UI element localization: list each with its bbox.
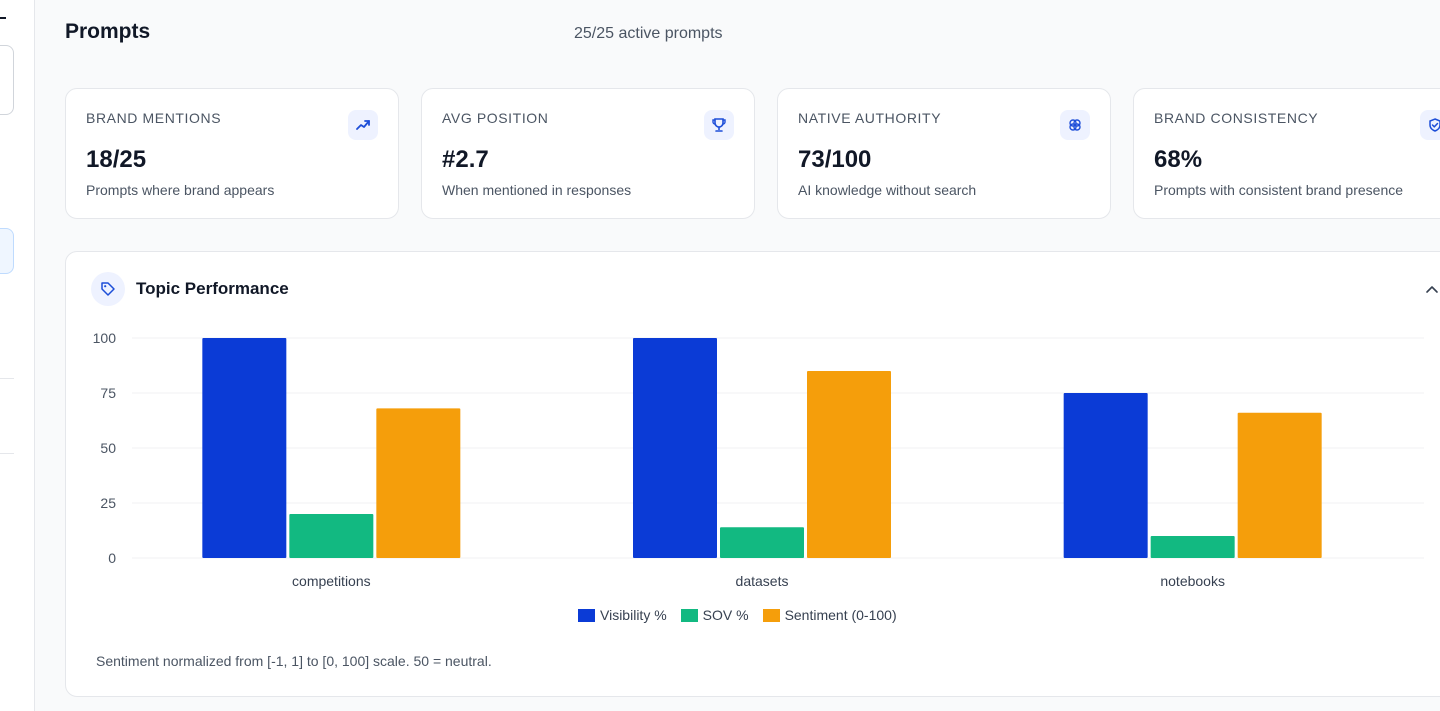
stat-card-native-authority: NATIVE AUTHORITY 73/100 AI knowledge wit… [777,88,1111,219]
collapse-button[interactable] [1420,278,1440,302]
stat-value: #2.7 [442,146,489,173]
y-tick-label: 0 [108,550,116,566]
stat-card-brand-consistency: BRAND CONSISTENCY 68% Prompts with consi… [1133,88,1440,219]
legend-item-sentiment[interactable]: Sentiment (0-100) [762,607,897,623]
bar-competitions-1[interactable] [289,514,374,558]
stat-card-avg-position: AVG POSITION #2.7 When mentioned in resp… [421,88,755,219]
y-tick-label: 100 [93,330,117,346]
x-category-label: datasets [736,573,789,589]
bar-notebooks-0[interactable] [1063,393,1148,558]
legend-label: SOV % [702,607,749,623]
legend-item-visibility[interactable]: Visibility % [578,607,667,623]
stat-description: Prompts with consistent brand presence [1154,182,1404,198]
y-tick-label: 25 [100,495,116,511]
legend-swatch [578,608,595,622]
trending-up-icon [348,110,378,140]
chevron-up-icon [1426,286,1438,293]
chart-legend: Visibility % SOV % Sentiment (0-100) [578,607,897,623]
legend-swatch [762,608,780,622]
trophy-icon [704,110,734,140]
stat-card-brand-mentions: BRAND MENTIONS 18/25 Prompts where brand… [65,88,399,219]
sidebar-divider [0,378,14,379]
bar-datasets-0[interactable] [633,338,717,558]
stat-description: AI knowledge without search [798,182,977,198]
active-prompts-count: 25/25 active prompts [574,25,723,42]
page-title: Prompts [65,20,151,43]
stat-label: AVG POSITION [442,110,549,126]
stat-value: 68% [1154,146,1203,173]
sidebar-active-item[interactable] [0,228,14,274]
x-category-label: competitions [292,573,371,589]
tag-icon [91,272,125,306]
bar-competitions-2[interactable] [376,408,461,558]
legend-swatch [680,608,698,622]
sidebar [0,0,35,711]
chart-footnote: Sentiment normalized from [-1, 1] to [0,… [96,653,492,669]
stat-description: Prompts where brand appears [86,182,275,198]
sidebar-selector[interactable] [0,45,14,115]
brain-icon [1060,110,1090,140]
topic-performance-chart: 0 25 50 75 100 competitions datasets notebooks [93,330,1424,589]
stat-label: NATIVE AUTHORITY [798,110,942,126]
bar-datasets-2[interactable] [807,371,891,558]
x-category-label: notebooks [1160,573,1225,589]
bar-datasets-1[interactable] [720,527,804,558]
y-tick-label: 75 [100,385,116,401]
y-tick-label: 50 [100,440,116,456]
topic-performance-title: Topic Performance [136,279,289,298]
legend-label: Visibility % [600,607,667,623]
stat-label: BRAND MENTIONS [86,110,222,126]
legend-label: Sentiment (0-100) [784,607,897,623]
bar-notebooks-2[interactable] [1237,412,1322,558]
topic-performance-card: Topic Performance 0 25 50 75 100 competitions… [65,251,1440,697]
sidebar-dash [0,17,6,19]
bar-notebooks-1[interactable] [1150,536,1235,558]
shield-check-icon [1420,110,1440,140]
sidebar-divider [0,453,14,454]
stat-value: 73/100 [798,146,872,173]
stat-label: BRAND CONSISTENCY [1154,110,1319,126]
stat-value: 18/25 [86,146,147,173]
bar-competitions-0[interactable] [202,338,287,558]
legend-item-sov[interactable]: SOV % [680,607,749,623]
stat-description: When mentioned in responses [442,182,632,198]
